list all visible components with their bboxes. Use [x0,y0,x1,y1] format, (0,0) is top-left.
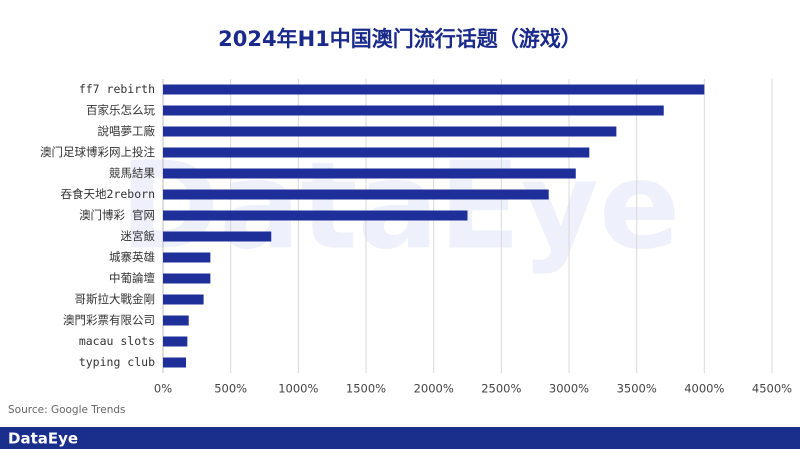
x-tick-label: 1000% [278,382,318,396]
y-tick-label: 城寨英雄 [109,250,155,264]
x-tick-label: 3500% [617,382,657,396]
y-tick-label: 百家乐怎么玩 [86,103,155,117]
y-tick-label: 澳门博彩 官网 [79,208,155,222]
bar [163,210,468,221]
bar [163,294,204,305]
x-tick-label: 0% [154,382,172,396]
source: Source: Google Trends [8,404,126,416]
brand: DataEye [8,430,78,448]
y-tick-label: 迷宮飯 [121,229,156,243]
x-tick-label: 2000% [414,382,454,396]
y-tick-label: 競馬結果 [109,166,155,180]
bar [163,147,590,158]
x-tick-label: 3000% [549,382,589,396]
bar [163,315,189,326]
y-tick-label: typing club [79,355,155,369]
bar [163,252,211,263]
bar [163,357,187,368]
bar [163,189,549,200]
x-tick-label: 4500% [752,382,792,396]
chart-title: 2024年H1中国澳门流行话题（游戏） [218,27,582,51]
y-tick-label: 吞食天地2reborn [61,187,155,201]
y-tick-label: macau slots [79,334,155,348]
y-tick-label: 澳门足球博彩网上投注 [40,145,155,159]
bar [163,126,617,137]
y-tick-label: 哥斯拉大戰金剛 [75,292,156,306]
x-tick-label: 1500% [346,382,386,396]
x-tick-label: 2500% [481,382,521,396]
footer-bar [0,427,800,449]
y-tick-label: ff7 rebirth [79,82,155,96]
bar [163,105,664,116]
y-tick-label: 說唱夢工廠 [98,124,156,138]
y-tick-label: 中葡論壇 [109,271,155,285]
bar [163,84,705,95]
bar [163,273,211,284]
y-tick-label: 澳門彩票有限公司 [63,313,155,327]
x-tick-label: 4000% [684,382,724,396]
bar [163,336,188,347]
bar [163,231,272,242]
bar [163,168,576,179]
x-tick-label: 500% [214,382,247,396]
watermark: DataEye [120,138,681,277]
